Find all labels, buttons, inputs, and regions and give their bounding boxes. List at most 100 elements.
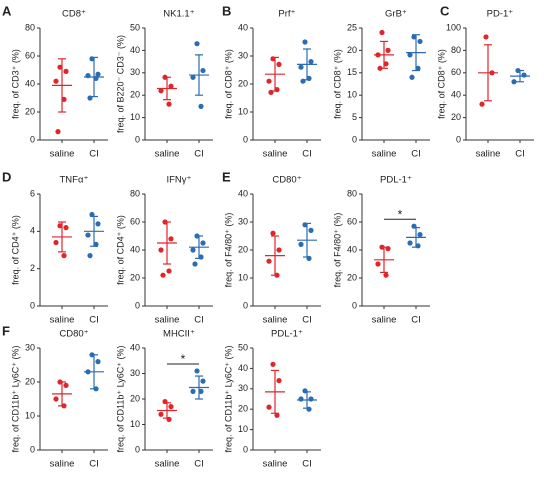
data-point [190,74,196,80]
y-tick-label: 0 [352,300,357,310]
data-point [158,411,164,417]
data-point [158,247,164,253]
y-tick-label: 100 [446,22,461,32]
data-point [95,221,101,227]
y-tick-label: 20 [130,393,140,403]
y-axis-label: freq. of CD4⁺ (%) [115,215,125,285]
data-point [407,52,413,58]
data-point [383,272,389,278]
x-tick-label: saline [372,315,397,326]
data-point [89,211,95,218]
y-axis-label: freq. of CD3⁺ (%) [10,49,20,119]
x-tick-label: saline [263,459,288,470]
chart-title: PDL-1⁺ [380,175,412,186]
chart-title: NK1.1⁺ [163,9,194,20]
y-tick-label: 0 [243,134,248,144]
data-point [194,233,200,239]
data-point [298,241,304,247]
y-tick-label: 20 [238,404,248,414]
data-point [483,34,489,40]
y-tick-label: 40 [451,90,461,100]
data-point [95,71,101,77]
y-tick-label: 20 [451,112,461,122]
y-tick-label: 40 [238,188,248,198]
y-tick-label: 20 [347,272,357,282]
data-point [409,74,415,80]
y-tick-label: 80 [25,22,35,32]
x-tick-label: CI [194,459,204,470]
data-point [85,73,91,79]
data-point [385,47,391,54]
chart-title: GrB⁺ [385,9,407,20]
data-point [306,75,312,81]
data-point [379,29,385,36]
data-point [270,56,276,62]
chart-title: IFNγ⁺ [166,175,191,186]
x-tick-label: CI [515,149,525,160]
data-point [274,412,280,418]
y-tick-label: 6 [30,188,35,198]
data-point [306,255,312,261]
y-tick-label: 10 [347,90,357,100]
x-tick-label: CI [194,315,204,326]
x-tick-label: CI [89,315,99,326]
y-tick-label: 0 [135,444,140,454]
y-tick-label: 40 [238,363,248,373]
data-point [168,83,174,89]
panel-label: D [2,169,11,184]
chart-title: MHCII⁺ [163,329,195,340]
y-tick-label: 80 [347,188,357,198]
data-point [190,247,196,253]
y-tick-label: 15 [347,67,357,77]
y-tick-label: 10 [238,106,248,116]
x-tick-label: saline [263,315,288,326]
data-point [63,225,69,231]
data-point [300,78,306,84]
data-point [266,78,272,84]
x-tick-label: saline [155,459,180,470]
y-axis-label: freq. of CD8⁺ (%) [223,49,233,119]
data-point [377,65,383,71]
y-tick-label: 10 [238,424,248,434]
chart-title: Prf⁺ [278,9,295,20]
y-tick-label: 30 [130,368,140,378]
data-point [308,227,314,233]
data-point [166,416,172,422]
data-point [298,396,304,402]
y-tick-label: 0 [30,134,35,144]
data-point [198,254,204,260]
data-point [198,388,204,394]
y-axis-label: freq. of CD11b⁺ Ly6C⁺ (%) [115,345,125,452]
y-axis-label: freq. of CD11b⁺ Ly6C⁺ (%) [10,345,20,452]
panel-label: E [222,169,231,184]
data-point [55,129,61,135]
y-tick-label: 2 [30,263,35,273]
y-axis-label: freq. of CD8⁺ (%) [332,49,342,119]
data-point [302,39,308,45]
y-tick-label: 60 [347,216,357,226]
data-point [162,219,168,225]
data-point [57,379,63,385]
y-tick-label: 50 [130,22,140,32]
data-point [308,396,314,402]
y-tick-label: 20 [130,272,140,282]
data-point [93,386,99,392]
data-point [270,230,276,236]
data-point [166,101,172,107]
significance-label: * [181,352,186,366]
x-tick-label: saline [50,315,75,326]
chart-title: CD8⁺ [62,9,86,20]
x-tick-label: CI [89,459,99,470]
y-tick-label: 30 [130,67,140,77]
data-point [415,65,421,71]
data-point [276,61,282,67]
y-tick-label: 0 [135,300,140,310]
y-axis-label: freq. of CD4⁺ (%) [10,215,20,285]
data-point [61,403,67,409]
y-tick-label: 10 [238,272,248,282]
panel-label: C [440,3,450,18]
significance-label: * [398,207,403,221]
x-tick-label: saline [476,149,501,160]
data-point [375,261,381,267]
